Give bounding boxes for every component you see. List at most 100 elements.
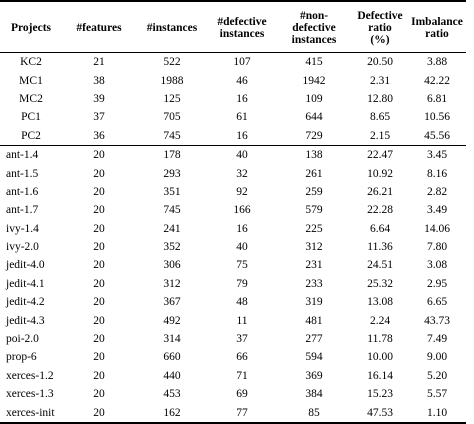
cell-instances: 522 [163,56,181,69]
table-row: PC1 37 705 61 644 8.65 10.56 [0,108,466,126]
cell-project: ant-1.5 [6,167,39,180]
cell-project: jedit-4.0 [6,259,45,272]
cell-ratio: 2.15 [369,129,391,142]
cell-defective: 16 [236,92,248,105]
cell-imbalance: 8.16 [426,167,448,180]
cell-project: jedit-4.3 [6,314,45,327]
cell-features: 20 [62,403,136,424]
table-header: Projects #features #instances #defective… [0,0,466,53]
cell-features: 20 [93,277,105,290]
cell-features: 20 [93,296,105,309]
table-row: jedit-4.1 20 312 79 233 25.32 2.95 [0,275,466,293]
cell-instances: 352 [163,241,181,254]
cell-project: PC2 [21,129,41,142]
table-row: xerces-1.2 20 440 71 369 16.14 5.20 [0,367,466,385]
header-nondefective-line2: defective [292,22,336,34]
header-instances-label: #instances [146,22,198,34]
cell-ratio: 11.36 [367,241,393,254]
cell-features: 37 [93,111,105,124]
cell-features: 39 [93,92,105,105]
cell-instances: 492 [163,314,181,327]
cell-nondefective: 1942 [302,74,326,87]
header-defective: #defective instances [208,6,276,53]
cell-ratio: 6.64 [369,222,391,235]
table-row: ant-1.6 20 351 92 259 26.21 2.82 [0,183,466,201]
cell-imbalance: 3.45 [408,144,466,165]
cell-defective: 48 [236,296,248,309]
cell-ratio: 47.53 [352,403,408,424]
cell-defective: 46 [236,74,248,87]
cell-ratio: 10.92 [367,167,393,180]
cell-project: xerces-1.3 [6,388,54,401]
header-ratio-line2: ratio [368,22,392,34]
cell-imbalance: 1.10 [408,403,466,424]
cell-features: 20 [93,314,105,327]
table-row: jedit-4.3 20 492 11 481 2.24 43.73 [0,311,466,329]
cell-imbalance: 2.82 [426,185,448,198]
cell-instances: 453 [163,388,181,401]
cell-nondefective: 85 [276,403,352,424]
cell-instances: 293 [163,167,181,180]
table-row: MC1 38 1988 46 1942 2.31 42.22 [0,71,466,89]
header-features: #features [62,6,136,53]
cell-instances: 1988 [160,74,184,87]
cell-defective: 75 [236,259,248,272]
header-defective-line1: #defective [217,16,267,28]
cell-nondefective: 644 [305,111,323,124]
cell-project: MC1 [19,74,43,87]
cell-project: xerces-init [0,403,62,424]
cell-ratio: 2.24 [369,314,391,327]
cell-project: ant-1.6 [6,185,39,198]
cell-features: 20 [93,333,105,346]
cell-defective: 166 [233,204,251,217]
cell-ratio: 24.51 [367,259,393,272]
cell-nondefective: 384 [305,388,323,401]
cell-features: 21 [93,56,105,69]
cell-instances: 745 [163,204,181,217]
cell-ratio: 22.47 [352,144,408,165]
cell-defective: 92 [236,185,248,198]
table-row: KC2 21 522 107 415 20.50 3.88 [0,53,466,72]
cell-defective: 107 [233,56,251,69]
cell-imbalance: 2.95 [426,277,448,290]
cell-defective: 40 [208,144,276,165]
cell-imbalance: 45.56 [424,129,450,142]
cell-instances: 440 [163,369,181,382]
cell-features: 36 [93,129,105,142]
cell-features: 20 [93,369,105,382]
cell-imbalance: 3.08 [426,259,448,272]
cell-features: 20 [93,388,105,401]
cell-nondefective: 233 [305,277,323,290]
cell-ratio: 11.78 [367,333,393,346]
cell-ratio: 2.31 [369,74,391,87]
header-features-label: #features [76,22,122,34]
table-row: ant-1.4 20 178 40 138 22.47 3.45 [0,144,466,165]
header-nondefective-line3: instances [291,34,337,46]
cell-nondefective: 481 [305,314,323,327]
cell-project: PC1 [21,111,41,124]
cell-defective: 79 [236,277,248,290]
cell-defective: 16 [236,222,248,235]
cell-nondefective: 109 [305,92,323,105]
header-ratio-line3: (%) [370,34,390,46]
cell-instances: 745 [163,129,181,142]
table-row: xerces-1.3 20 453 69 384 15.23 5.57 [0,385,466,403]
header-projects-label: Projects [10,22,51,34]
cell-defective: 61 [236,111,248,124]
cell-defective: 66 [236,351,248,364]
cell-project: ivy-2.0 [6,241,39,254]
cell-instances: 312 [163,277,181,290]
table-row: prop-6 20 660 66 594 10.00 9.00 [0,348,466,366]
cell-project: ant-1.4 [0,144,62,165]
cell-defective: 37 [236,333,248,346]
cell-features: 20 [62,144,136,165]
table-row: ivy-1.4 20 241 16 225 6.64 14.06 [0,220,466,238]
header-defective-line2: instances [219,28,265,40]
cell-project: jedit-4.1 [6,277,45,290]
cell-ratio: 10.00 [367,351,393,364]
cell-imbalance: 5.20 [426,369,448,382]
cell-defective: 32 [236,167,248,180]
cell-features: 20 [93,222,105,235]
